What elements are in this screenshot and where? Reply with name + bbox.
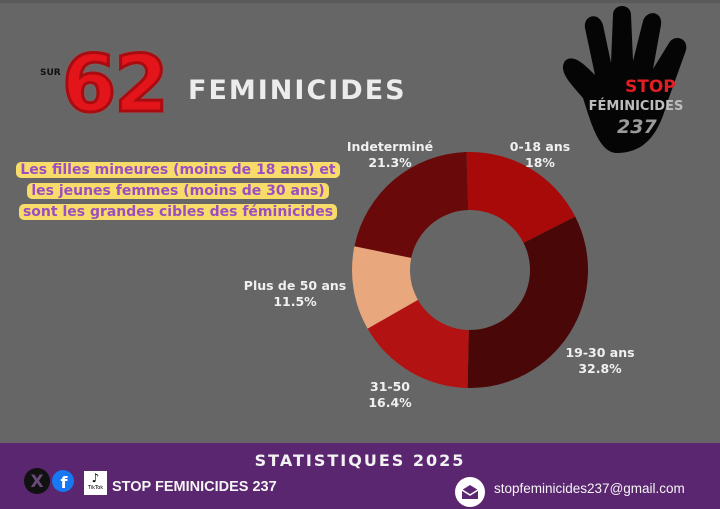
label-0-18: 0-18 ans 18% <box>509 139 571 170</box>
footer-email[interactable]: stopfeminicides237@gmail.com <box>494 481 685 496</box>
email-icon <box>455 477 485 507</box>
label-indetermine: Indeterminé 21.3% <box>346 139 434 170</box>
social-icons: X f <box>24 468 74 494</box>
label-19-30: 19-30 ans 32.8% <box>565 345 635 376</box>
svg-text:f: f <box>61 473 69 492</box>
header-prefix: SUR <box>40 68 61 78</box>
slice-plus-de-50-ans <box>352 246 418 329</box>
slice-31-50 <box>367 299 469 388</box>
hand-icon <box>562 6 687 153</box>
label-plus-50: Plus de 50 ans 11.5% <box>243 278 347 309</box>
stop-hand-logo: STOP FÉMINICIDES 237 <box>555 3 695 167</box>
top-border <box>0 0 720 3</box>
slice-indetermin- <box>354 152 469 258</box>
tiktok-icon[interactable]: ♪ TikTok <box>84 471 107 495</box>
svg-text:X: X <box>30 472 43 492</box>
facebook-icon <box>52 470 74 492</box>
footer-title: STATISTIQUES 2025 <box>254 451 466 470</box>
callout-text: Les filles mineures (moins de 18 ans) et… <box>14 160 342 223</box>
slice-19-30-ans <box>467 216 588 388</box>
header-number: 62 <box>61 40 171 130</box>
footer-brand: STOP FEMINICIDES 237 <box>112 479 277 495</box>
label-31-50: 31-50 16.4% <box>368 379 412 410</box>
header-title: FEMINICIDES <box>188 75 407 106</box>
x-icon <box>24 468 50 494</box>
slice-0-18-ans <box>466 152 576 243</box>
footer-band: STATISTIQUES 2025 X f ♪ TikTok STOP FEMI… <box>0 443 720 509</box>
